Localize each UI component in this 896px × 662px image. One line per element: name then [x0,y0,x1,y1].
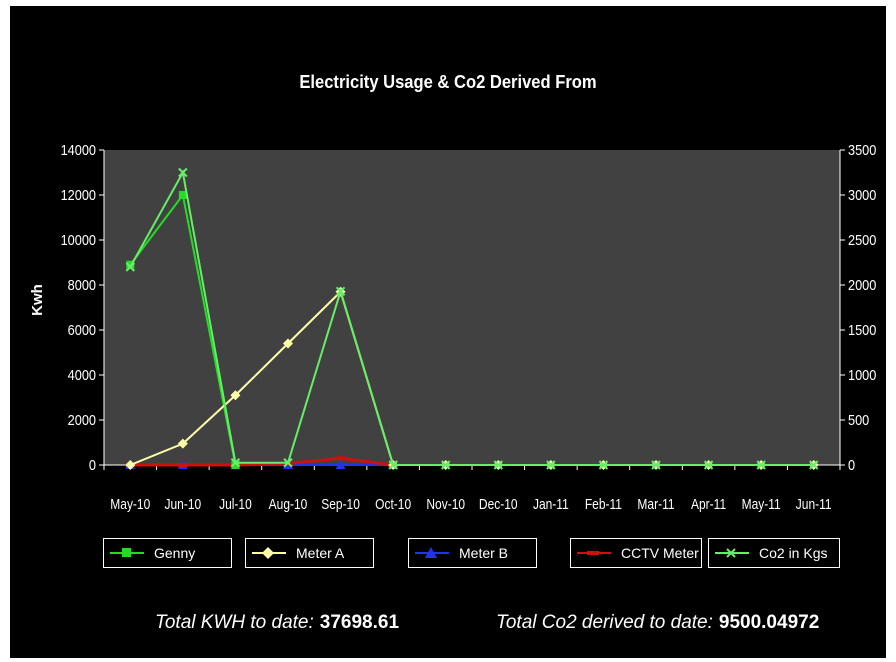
y2-tick-label: 500 [848,411,869,428]
y2-tick-label: 0 [848,456,855,473]
legend-marker-meter-a [252,547,286,559]
data-point-genny [231,461,240,469]
data-point-co2-in-kgs [546,460,556,470]
y2-tick-label: 3000 [848,186,877,203]
data-point-co2-in-kgs [335,286,346,297]
data-point-co2-in-kgs [598,460,609,470]
legend-item-genny: Genny [103,538,232,568]
series-line-cctv-meter [130,456,394,467]
data-point-cctv-meter [335,456,346,461]
x-tick-label: Dec-10 [479,496,518,513]
y2-tick-label: 3500 [848,141,877,158]
data-point-co2-in-kgs [178,167,188,178]
y-tick-label: 2000 [68,411,97,428]
y2-axis-label: Co2 in Kg [888,260,896,339]
legend-marker-genny [110,548,144,557]
series-line-co2-in-kgs [129,169,814,466]
x-tick-label: Jul-10 [219,496,252,513]
x-tick-label: Feb-11 [585,496,622,513]
data-point-cctv-meter [177,463,188,467]
data-point-co2-in-kgs [388,460,398,470]
x-tick-label: Jan-11 [533,496,569,513]
y2-tick-label: 2500 [848,231,877,248]
legend-item-meter-a: Meter A [245,538,374,568]
total-kwh-label: Total KWH to date: [155,612,314,633]
data-point-co2-in-kgs [651,460,661,470]
x-tick-label: Aug-10 [269,496,308,513]
x-tick-label: May-11 [742,496,781,513]
data-point-genny [178,191,187,199]
data-point-co2-in-kgs [756,460,766,470]
y2-tick-label: 1000 [848,366,877,383]
data-point-co2-in-kgs [809,460,819,470]
legend-label-co2-in-kgs: Co2 in Kgs [759,545,828,561]
y-tick-label: 4000 [68,366,97,383]
legend-marker-meter-b [415,547,449,558]
legend-item-meter-b: Meter B [408,538,537,568]
x-tick-label: Sep-10 [321,496,360,513]
y-tick-label: 0 [89,456,96,473]
data-point-co2-in-kgs [125,262,135,272]
chart-title: Electricity Usage & Co2 Derived From [299,72,597,92]
total-co2: Total Co2 derived to date: 9500.04972 [496,612,819,634]
data-point-co2-in-kgs [441,460,451,470]
y-tick-label: 8000 [68,276,97,293]
total-co2-value: 9500.04972 [718,612,820,633]
data-point-co2-in-kgs [493,460,503,470]
data-point-genny [126,260,135,269]
total-kwh: Total KWH to date: 37698.61 [155,612,399,634]
x-tick-label: Jun-10 [165,496,202,513]
data-point-co2-in-kgs [703,460,714,470]
y2-tick-label: 1500 [848,321,877,338]
x-tick-label: May-10 [110,496,150,513]
total-kwh-value: 37698.61 [319,612,400,633]
data-point-co2-in-kgs [230,458,241,468]
x-tick-label: Apr-11 [691,496,726,513]
legend-label-genny: Genny [154,545,196,561]
legend-marker-cctv-meter [577,551,611,555]
y-tick-label: 12000 [61,186,97,203]
data-point-meter-a [177,438,188,449]
legend-item-cctv-meter: CCTV Meter [570,538,702,568]
data-point-co2-in-kgs [283,458,293,468]
legend-label-meter-b: Meter B [459,545,509,561]
x-tick-label: Oct-10 [375,496,411,513]
x-tick-label: Nov-10 [426,496,465,513]
data-point-meter-a [230,390,241,401]
y-axis-label: Kwh [29,284,46,316]
data-point-meter-b [335,460,346,469]
data-point-meter-a [125,460,136,470]
legend-label-meter-a: Meter A [296,545,345,561]
legend-item-co2-in-kgs: Co2 in Kgs [708,538,840,568]
legend-marker-co2-in-kgs [715,548,749,558]
x-tick-label: Mar-11 [637,496,674,513]
plot-area [104,150,840,465]
data-point-meter-a [283,338,293,349]
y-tick-label: 6000 [68,321,97,338]
total-co2-label: Total Co2 derived to date: [496,612,713,633]
y-tick-label: 10000 [61,231,97,248]
legend-label-cctv-meter: CCTV Meter [621,545,699,561]
x-tick-label: Jun-11 [796,496,832,513]
y-tick-label: 14000 [61,141,97,158]
y2-tick-label: 2000 [848,276,877,293]
